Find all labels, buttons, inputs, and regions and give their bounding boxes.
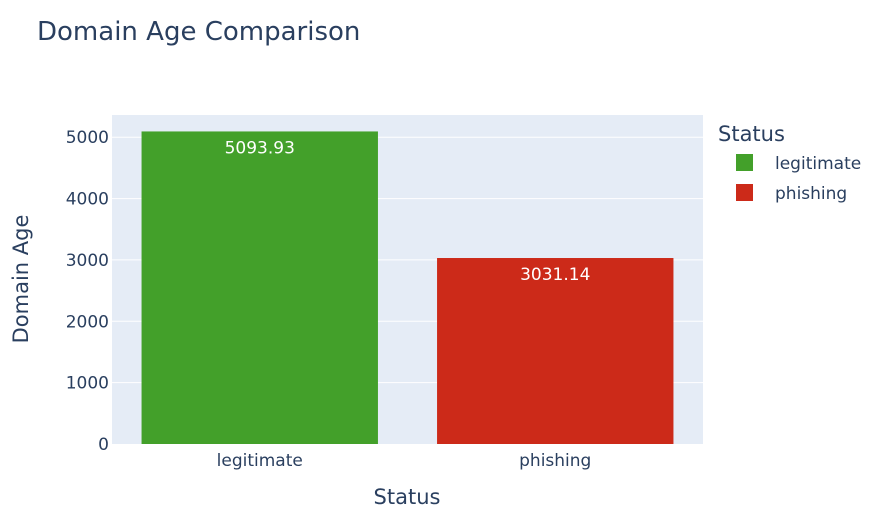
y-axis-ticks: 0 1000 2000 3000 4000 5000 — [66, 128, 109, 455]
bar-value-label: 5093.93 — [225, 138, 295, 158]
x-tick-label: legitimate — [217, 451, 303, 471]
x-axis-title: Status — [374, 485, 441, 509]
y-tick-label: 3000 — [66, 251, 109, 271]
bar-phishing[interactable] — [437, 258, 674, 444]
bar-value-label: 3031.14 — [520, 265, 590, 285]
x-axis-ticks: legitimate phishing — [217, 451, 592, 471]
y-tick-label: 5000 — [66, 128, 109, 148]
legend: Status legitimate phishing — [718, 122, 861, 204]
bars — [141, 131, 674, 444]
legend-title: Status — [718, 122, 785, 146]
bar-legitimate[interactable] — [141, 131, 378, 444]
legend-swatch[interactable] — [736, 154, 753, 171]
legend-label[interactable]: legitimate — [775, 154, 861, 174]
y-tick-label: 0 — [98, 435, 109, 455]
legend-swatch[interactable] — [736, 184, 753, 201]
bar-labels: 5093.93 3031.14 — [225, 138, 591, 285]
y-tick-label: 1000 — [66, 374, 109, 394]
y-axis-title: Domain Age — [9, 215, 33, 344]
legend-label[interactable]: phishing — [775, 184, 847, 204]
y-tick-label: 4000 — [66, 190, 109, 210]
chart-title: Domain Age Comparison — [37, 17, 360, 47]
legend-items: legitimate phishing — [736, 154, 861, 204]
x-tick-label: phishing — [519, 451, 591, 471]
y-tick-label: 2000 — [66, 312, 109, 332]
